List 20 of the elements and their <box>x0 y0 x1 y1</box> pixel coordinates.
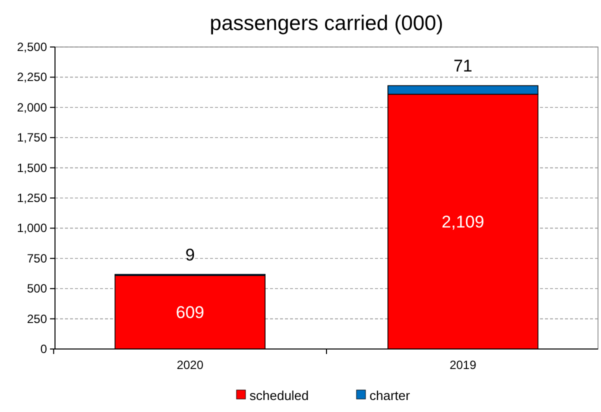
y-tick-label: 2,000 <box>16 100 48 114</box>
x-tick-label: 2020 <box>176 358 204 372</box>
y-tick-label: 1,500 <box>16 160 48 175</box>
y-tick-label: 750 <box>26 251 48 266</box>
y-tick-label: 1,000 <box>16 221 48 236</box>
y-tick-label: 2,500 <box>16 40 48 54</box>
data-label: 71 <box>453 56 472 76</box>
chart-title: passengers carried (000) <box>210 12 444 35</box>
x-tick-label: 2019 <box>450 358 477 372</box>
y-tick-label: 500 <box>26 282 48 296</box>
legend-label: scheduled <box>250 388 309 403</box>
data-label: 2,109 <box>442 212 484 232</box>
data-label: 9 <box>185 245 195 264</box>
y-tick-label: 250 <box>26 312 48 326</box>
y-tick-label: 1,250 <box>16 191 48 205</box>
y-tick-label: 1,750 <box>16 130 48 145</box>
y-tick-label: 0 <box>40 342 48 356</box>
legend-label: charter <box>370 388 411 403</box>
data-label: 609 <box>176 303 204 322</box>
y-tick-label: 2,250 <box>16 70 48 84</box>
